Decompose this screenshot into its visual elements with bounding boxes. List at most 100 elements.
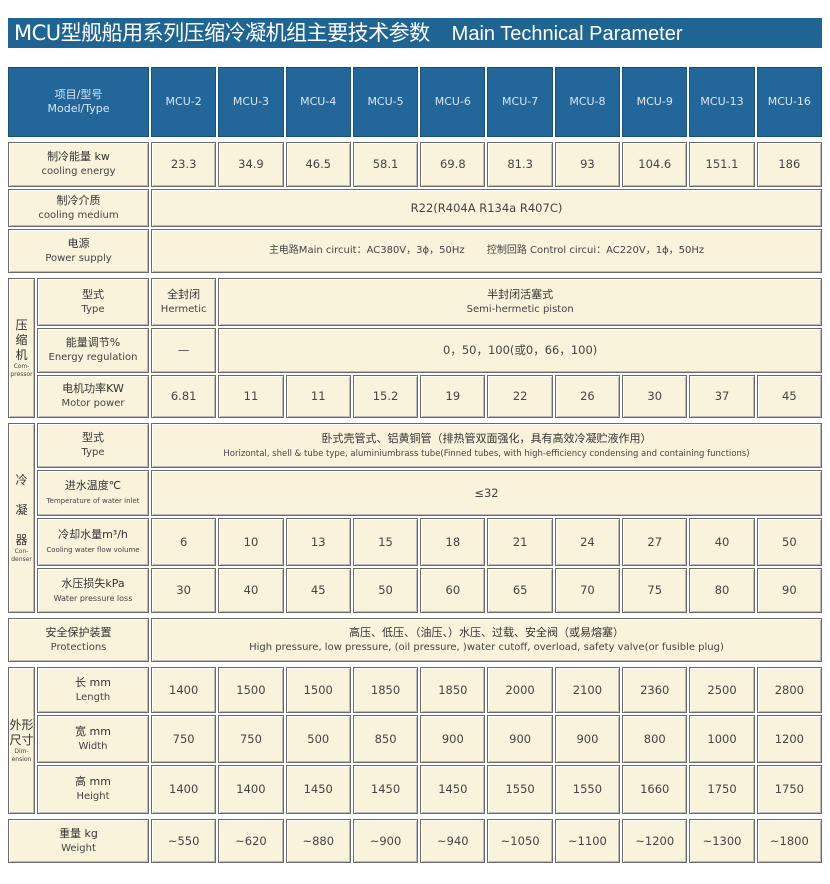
value-cell: 900: [487, 715, 553, 763]
model-header: MCU-9: [622, 67, 688, 137]
parameter-table: 项目/型号 Model/Type MCU-2 MCU-3 MCU-4 MCU-5 MCU-…: [6, 65, 824, 865]
value-cell: 1500: [285, 667, 351, 713]
model-header: MCU-13: [689, 67, 755, 137]
value-cell: 65: [487, 568, 553, 613]
semi-hermetic-cell: 半封闭活塞式 Semi-hermetic piston: [218, 278, 822, 326]
value-cell: 2000: [487, 667, 553, 713]
value-cell: 70: [554, 568, 621, 613]
value-cell: 6.81: [151, 375, 217, 418]
row-label: 冷却水量m³/h Cooling water flow volume: [37, 518, 149, 566]
value-cell: 18: [420, 518, 486, 566]
row-label: 重量 kg Weight: [8, 819, 149, 863]
condenser-type-value: 卧式壳管式、铝黄铜管（排热管双面强化，具有高效冷凝贮液作用） Horizontal…: [151, 423, 822, 468]
energy-regulation-value: 0，50，100(或0，66，100): [218, 328, 822, 373]
row-label: 高 mm Height: [37, 765, 149, 814]
value-cell: 27: [622, 518, 688, 566]
value-cell: 1200: [756, 715, 822, 763]
row-label: 型式 Type: [37, 278, 149, 326]
row-label: 水压损失kPa Water pressure loss: [37, 568, 149, 613]
value-cell: 34.9: [218, 142, 284, 187]
model-header: MCU-5: [352, 67, 419, 137]
row-label: 电机功率KW Motor power: [37, 375, 149, 418]
model-header: MCU-4: [285, 67, 351, 137]
value-cell: 45: [756, 375, 822, 418]
header-row: 项目/型号 Model/Type MCU-2 MCU-3 MCU-4 MCU-5 MCU-…: [8, 67, 822, 137]
value-cell: 1450: [352, 765, 419, 814]
value-cell: 21: [487, 518, 553, 566]
row-condenser-type: 冷凝器 Con-denser 型式 Type 卧式壳管式、铝黄铜管（排热管双面强化，…: [8, 423, 822, 613]
value-cell: 10: [218, 518, 284, 566]
value-cell: 750: [218, 715, 284, 763]
value-cell: 90: [756, 568, 822, 613]
power-supply-value: 主电路Main circuit：AC380V，3ϕ，50Hz 控制回路 Cont…: [151, 229, 822, 273]
value-cell: 1000: [689, 715, 755, 763]
value-cell: 1750: [689, 765, 755, 814]
value-cell: 1500: [218, 667, 284, 713]
row-label: 宽 mm Width: [37, 715, 149, 763]
value-cell: 186: [756, 142, 822, 187]
row-cooling-energy: 制冷能量 kw cooling energy 23.3 34.9 46.5 58.1 69…: [8, 142, 822, 187]
title-en: Main Technical Parameter: [451, 23, 683, 45]
row-compressor-type: 压缩机 Com-pressor 型式 Type 全封闭 Hermetic 半封闭活塞式…: [8, 278, 822, 418]
value-cell: 46.5: [285, 142, 351, 187]
value-cell: 50: [352, 568, 419, 613]
model-header: MCU-2: [151, 67, 217, 137]
row-label: 长 mm Length: [37, 667, 149, 713]
value-cell: ~1200: [622, 819, 688, 863]
value-cell: ~1300: [689, 819, 755, 863]
value-cell: 30: [622, 375, 688, 418]
value-cell: 58.1: [352, 142, 419, 187]
row-label: 型式 Type: [37, 423, 149, 468]
value-cell: 11: [285, 375, 351, 418]
compressor-group-label: 压缩机 Com-pressor: [8, 278, 35, 418]
value-cell: 104.6: [622, 142, 688, 187]
row-label: 安全保护装置 Protections: [8, 618, 149, 662]
row-weight: 重量 kg Weight ~550 ~620 ~880 ~900 ~940 ~1050 ~11…: [8, 819, 822, 863]
row-water-pressure-loss: 水压损失kPa Water pressure loss 30 40 45 50 60 65 7…: [8, 568, 822, 613]
value-cell: 151.1: [689, 142, 755, 187]
value-cell: 15: [352, 518, 419, 566]
value-cell: 60: [420, 568, 486, 613]
protections-value: 高压、低压、（油压、）水压、过载、安全阀（或易熔塞） High pressure,…: [151, 618, 822, 662]
value-cell: ~900: [352, 819, 419, 863]
value-cell: ~550: [151, 819, 217, 863]
dimension-group-label: 外形 尺寸 Dim-ension: [8, 667, 35, 814]
value-cell: 6: [151, 518, 217, 566]
value-cell: 1400: [151, 667, 217, 713]
row-water-inlet-temp: 进水温度℃ Temperature of water inlet ≤32: [8, 470, 822, 516]
value-cell: ~1100: [554, 819, 621, 863]
value-cell: 500: [285, 715, 351, 763]
value-cell: 1660: [622, 765, 688, 814]
page-title: MCU型舰船用系列压缩冷凝机组主要技术参数 Main Technical Para…: [8, 18, 822, 48]
row-cooling-medium: 制冷介质 cooling medium R22(R404A R134a R407C…: [8, 189, 822, 227]
value-cell: 900: [420, 715, 486, 763]
value-cell: 1550: [487, 765, 553, 814]
value-cell: 80: [689, 568, 755, 613]
value-cell: 900: [554, 715, 621, 763]
value-cell: 1450: [285, 765, 351, 814]
row-height: 高 mm Height 1400 1400 1450 1450 1450 1550 1550 1…: [8, 765, 822, 814]
value-cell: 1550: [554, 765, 621, 814]
model-header: MCU-8: [554, 67, 621, 137]
row-label: 能量调节% Energy regulation: [37, 328, 149, 373]
model-header: MCU-3: [218, 67, 284, 137]
value-cell: 22: [487, 375, 553, 418]
condenser-group-label: 冷凝器 Con-denser: [8, 423, 35, 613]
value-cell: 93: [554, 142, 621, 187]
row-label: 制冷能量 kw cooling energy: [8, 142, 149, 187]
value-cell: ~940: [420, 819, 486, 863]
value-cell: 2100: [554, 667, 621, 713]
value-cell: 69.8: [420, 142, 486, 187]
value-cell: 750: [151, 715, 217, 763]
value-cell: 45: [285, 568, 351, 613]
value-cell: 50: [756, 518, 822, 566]
value-cell: 2500: [689, 667, 755, 713]
value-cell: 1750: [756, 765, 822, 814]
cooling-medium-value: R22(R404A R134a R407C): [151, 189, 822, 227]
row-motor-power: 电机功率KW Motor power 6.81 11 11 15.2 19 22 26 30 37…: [8, 375, 822, 418]
hermetic-cell: 全封闭 Hermetic: [151, 278, 217, 326]
row-power-supply: 电源 Power supply 主电路Main circuit：AC380V，3ϕ…: [8, 229, 822, 273]
row-cooling-water-flow: 冷却水量m³/h Cooling water flow volume 6 10 13 1…: [8, 518, 822, 566]
value-cell: 15.2: [352, 375, 419, 418]
title-cn: MCU型舰船用系列压缩冷凝机组主要技术参数: [14, 21, 430, 45]
